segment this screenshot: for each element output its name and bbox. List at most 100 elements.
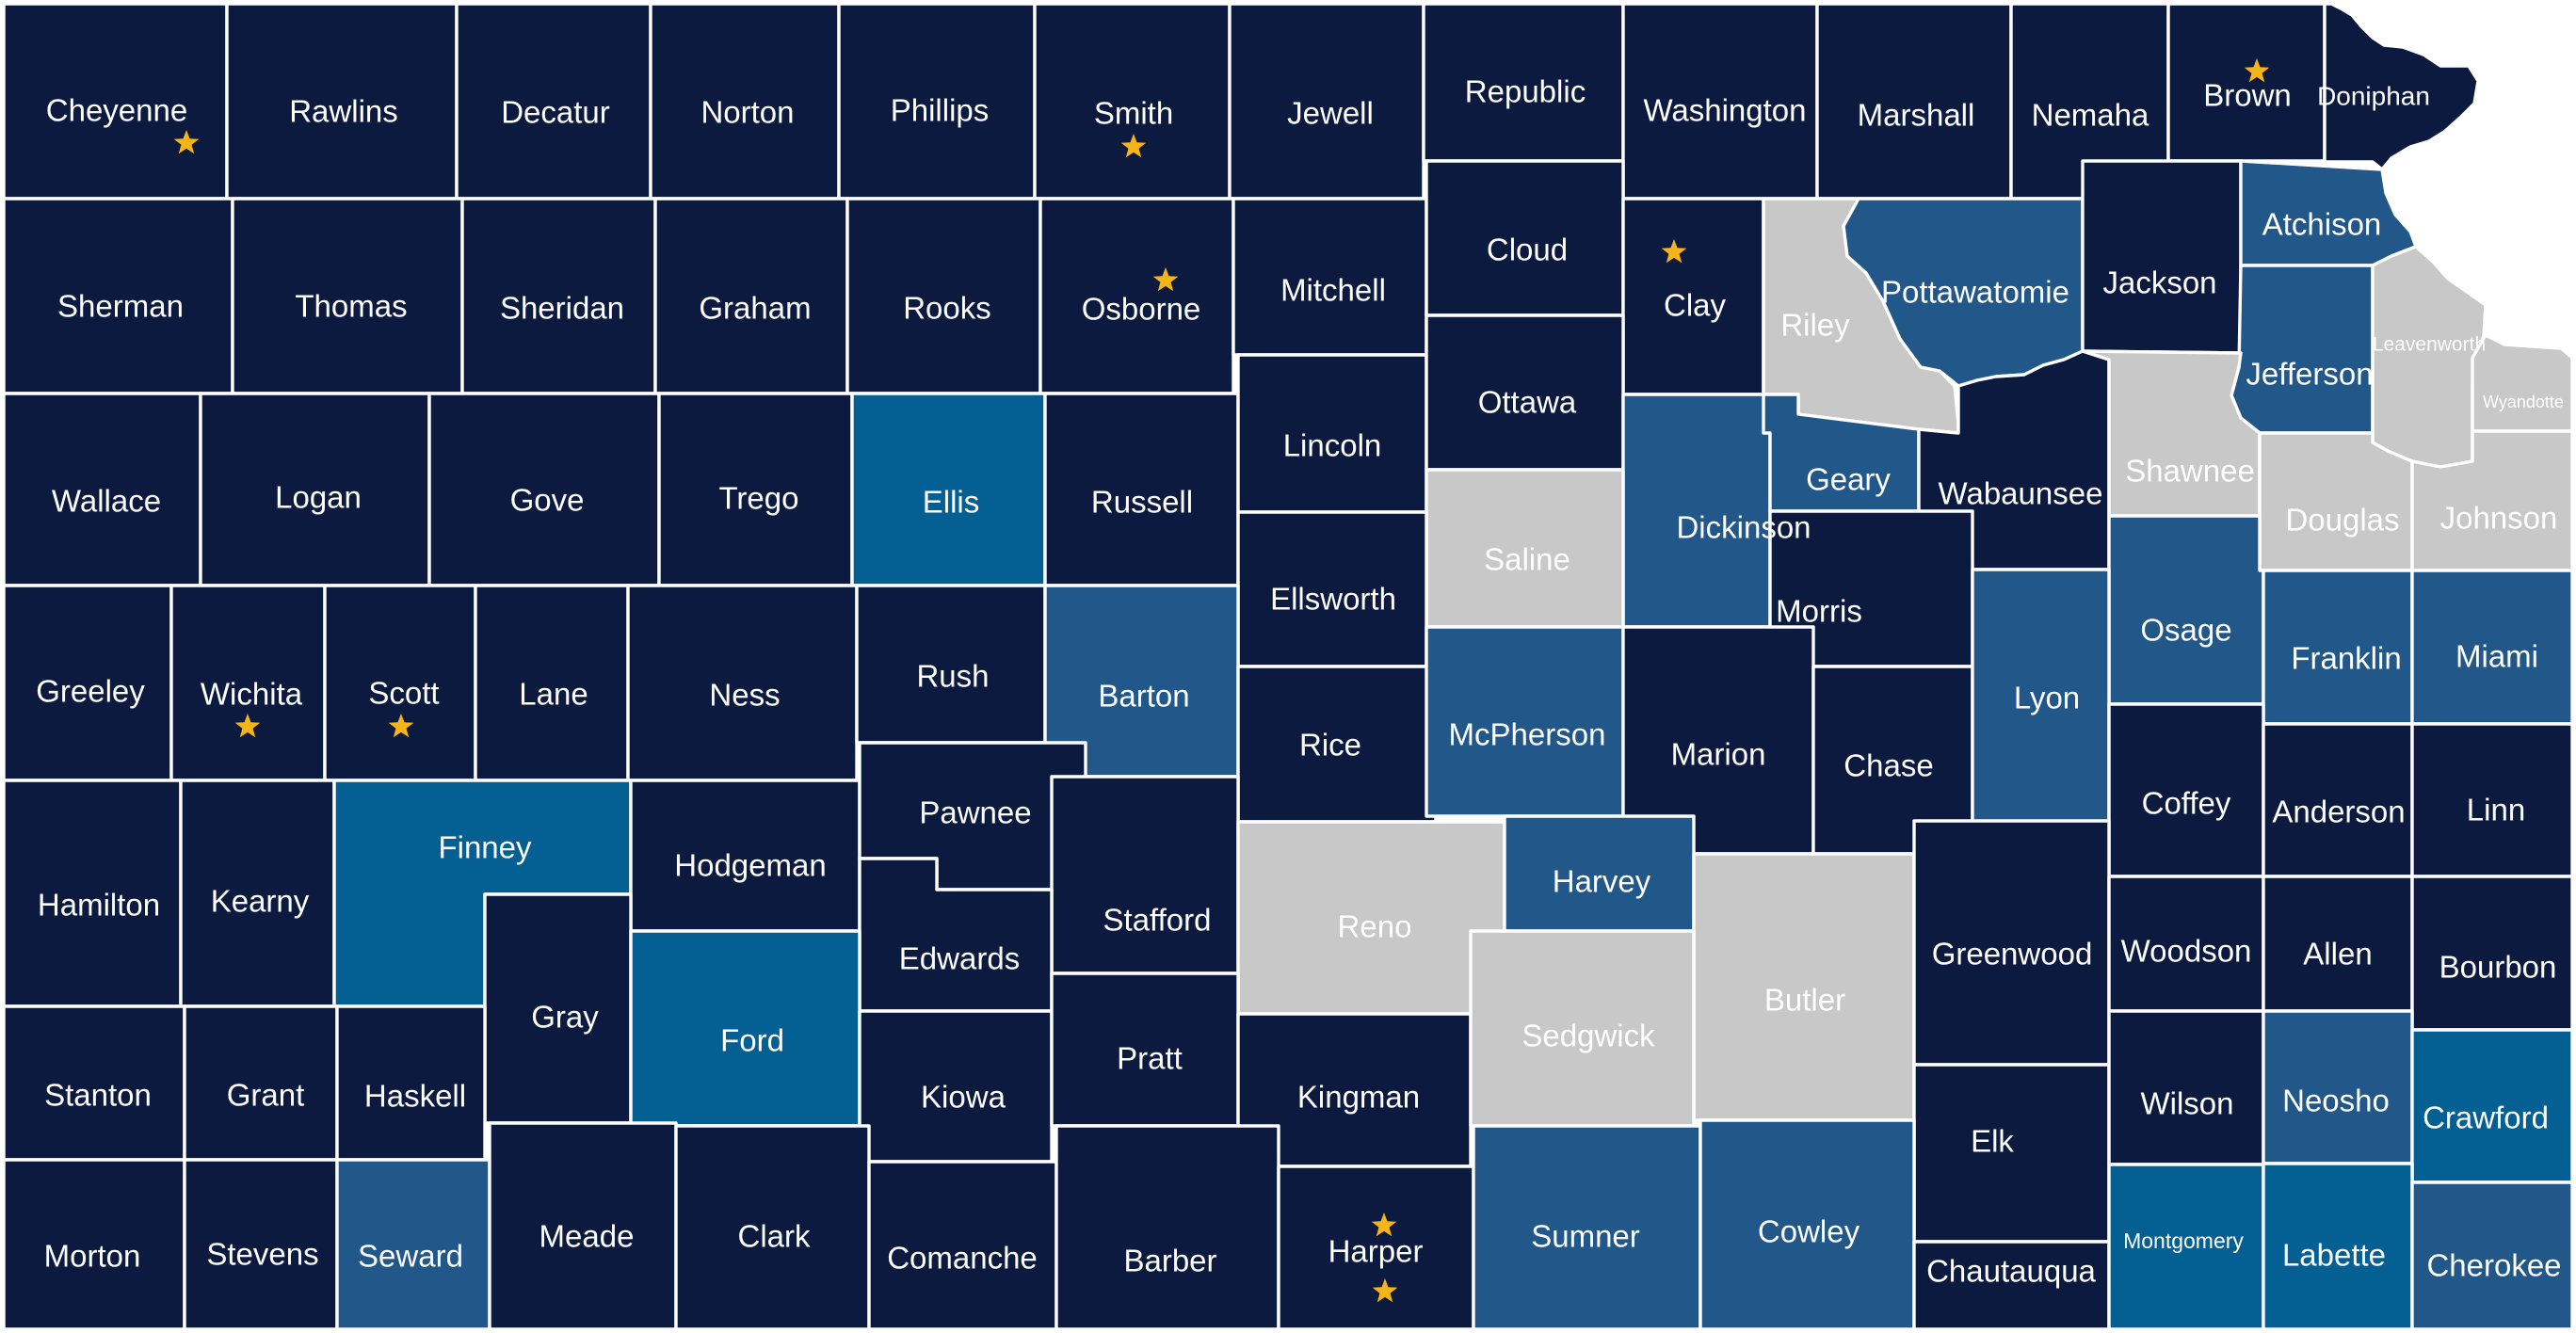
county-label-hodgeman: Hodgeman <box>674 848 826 883</box>
county-label-cowley: Cowley <box>1758 1214 1860 1249</box>
county-label-grant: Grant <box>227 1078 305 1113</box>
county-label-stanton: Stanton <box>44 1078 152 1113</box>
county-label-wilson: Wilson <box>2140 1086 2233 1121</box>
county-label-miami: Miami <box>2455 639 2538 674</box>
county-label-wyandotte: Wyandotte <box>2483 393 2564 411</box>
county-label-doniphan: Doniphan <box>2317 81 2430 110</box>
county-label-washington: Washington <box>1643 93 1806 128</box>
county-label-greeley: Greeley <box>36 674 145 709</box>
county-label-shawnee: Shawnee <box>2125 454 2255 489</box>
county-label-pratt: Pratt <box>1117 1041 1183 1076</box>
county-label-osborne: Osborne <box>1082 292 1201 327</box>
county-label-greenwood: Greenwood <box>1932 937 2093 972</box>
county-label-chautauqua: Chautauqua <box>1926 1254 2096 1289</box>
county-label-gove: Gove <box>510 483 585 518</box>
county-label-lane: Lane <box>519 677 588 712</box>
county-label-rawlins: Rawlins <box>289 94 398 129</box>
county-label-chase: Chase <box>1843 748 1933 783</box>
county-label-lyon: Lyon <box>2014 681 2080 715</box>
county-label-coffey: Coffey <box>2142 786 2231 821</box>
county-label-sherman: Sherman <box>57 289 184 324</box>
county-doniphan[interactable] <box>2323 2 2480 171</box>
county-label-rice: Rice <box>1299 728 1361 763</box>
county-label-smith: Smith <box>1094 96 1173 131</box>
county-label-cherokee: Cherokee <box>2426 1248 2561 1283</box>
county-label-jefferson: Jefferson <box>2246 357 2373 392</box>
county-label-geary: Geary <box>1806 462 1891 497</box>
county-label-wallace: Wallace <box>52 484 161 519</box>
county-label-meade: Meade <box>539 1219 635 1254</box>
county-label-rooks: Rooks <box>903 291 991 326</box>
county-jackson[interactable] <box>2081 159 2243 355</box>
county-label-atchison: Atchison <box>2262 207 2382 242</box>
county-label-clark: Clark <box>737 1219 811 1254</box>
county-stafford[interactable] <box>1050 775 1240 975</box>
county-label-neosho: Neosho <box>2282 1084 2390 1118</box>
county-label-kingman: Kingman <box>1297 1080 1420 1115</box>
county-label-allen: Allen <box>2303 937 2372 972</box>
county-label-saline: Saline <box>1484 542 1570 577</box>
county-wyandotte[interactable] <box>2471 333 2574 433</box>
county-label-nemaha: Nemaha <box>2032 98 2149 133</box>
county-label-thomas: Thomas <box>295 289 407 324</box>
county-label-trego: Trego <box>719 481 799 516</box>
county-leavenworth[interactable] <box>2371 245 2487 469</box>
county-label-sedgwick: Sedgwick <box>1521 1019 1655 1053</box>
county-label-morris: Morris <box>1776 594 1862 629</box>
county-label-kiowa: Kiowa <box>921 1080 1006 1115</box>
county-label-labette: Labette <box>2282 1238 2386 1273</box>
county-label-bourbon: Bourbon <box>2439 950 2557 985</box>
county-label-stafford: Stafford <box>1103 903 1212 938</box>
county-label-sheridan: Sheridan <box>500 291 624 326</box>
county-label-reno: Reno <box>1338 909 1412 944</box>
county-label-ellis: Ellis <box>923 485 980 520</box>
county-label-barber: Barber <box>1123 1244 1216 1278</box>
county-label-wichita: Wichita <box>201 677 303 712</box>
county-label-harper: Harper <box>1328 1234 1424 1269</box>
county-label-cloud: Cloud <box>1487 233 1568 267</box>
county-label-mitchell: Mitchell <box>1280 273 1386 308</box>
county-label-dickinson: Dickinson <box>1676 510 1811 545</box>
county-label-butler: Butler <box>1764 983 1845 1018</box>
county-label-haskell: Haskell <box>364 1079 466 1114</box>
county-label-scott: Scott <box>368 676 439 711</box>
county-shawnee[interactable] <box>2081 349 2262 518</box>
county-label-phillips: Phillips <box>891 93 990 128</box>
county-label-jackson: Jackson <box>2102 265 2216 300</box>
county-label-brown: Brown <box>2203 78 2292 113</box>
county-cherokee[interactable] <box>2410 1180 2574 1331</box>
county-label-johnson: Johnson <box>2440 501 2558 536</box>
county-label-harvey: Harvey <box>1553 864 1651 899</box>
county-label-kearny: Kearny <box>211 884 310 919</box>
county-label-douglas: Douglas <box>2285 503 2399 538</box>
county-label-riley: Riley <box>1780 308 1850 343</box>
county-label-edwards: Edwards <box>899 941 1020 976</box>
county-label-crawford: Crawford <box>2423 1100 2549 1135</box>
county-barber[interactable] <box>1055 1124 1280 1331</box>
county-osage[interactable] <box>2107 514 2265 706</box>
county-label-gray: Gray <box>531 1000 599 1035</box>
county-label-norton: Norton <box>700 95 794 130</box>
county-label-cheyenne: Cheyenne <box>46 93 187 128</box>
county-label-logan: Logan <box>275 480 362 515</box>
county-label-pawnee: Pawnee <box>919 795 1031 830</box>
county-label-republic: Republic <box>1465 74 1586 109</box>
county-label-sumner: Sumner <box>1531 1219 1640 1254</box>
county-label-linn: Linn <box>2467 793 2525 827</box>
county-label-ford: Ford <box>720 1023 784 1058</box>
county-label-wabaunsee: Wabaunsee <box>1939 476 2103 511</box>
county-label-russell: Russell <box>1091 485 1193 520</box>
county-label-mcpherson: McPherson <box>1449 717 1606 752</box>
county-label-anderson: Anderson <box>2272 795 2405 829</box>
county-label-decatur: Decatur <box>501 95 610 130</box>
county-label-rush: Rush <box>916 659 989 694</box>
county-label-finney: Finney <box>438 830 532 865</box>
county-label-ellsworth: Ellsworth <box>1270 582 1396 617</box>
county-label-pottawatomie: Pottawatomie <box>1881 275 2069 310</box>
county-label-graham: Graham <box>699 291 811 326</box>
county-label-leavenworth: Leavenworth <box>2373 334 2486 356</box>
county-label-osage: Osage <box>2140 613 2231 648</box>
county-jefferson[interactable] <box>2230 264 2375 435</box>
